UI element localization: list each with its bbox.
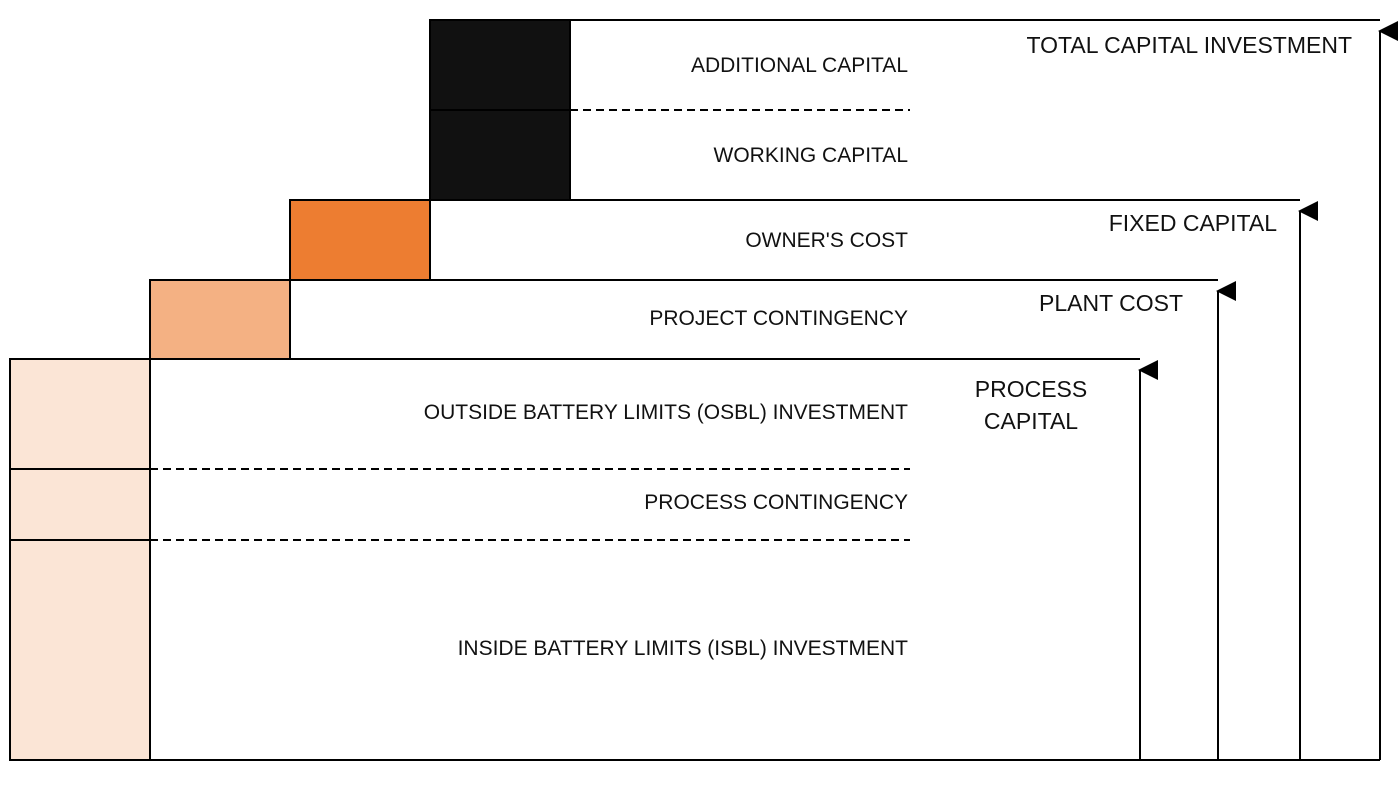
additional-capital-block	[429, 19, 571, 111]
process-capital-label-line1: PROCESS	[975, 376, 1087, 402]
isbl-block	[9, 539, 151, 761]
owners-cost-block	[289, 199, 431, 281]
osbl-block	[9, 358, 151, 470]
process-contingency-block	[9, 468, 151, 541]
total-capital-investment-label: TOTAL CAPITAL INVESTMENT	[1027, 32, 1352, 58]
process-contingency-label: PROCESS CONTINGENCY	[644, 491, 908, 514]
fixed-capital-label: FIXED CAPITAL	[1109, 210, 1277, 236]
additional-capital-label: ADDITIONAL CAPITAL	[691, 54, 908, 77]
osbl-investment-label: OUTSIDE BATTERY LIMITS (OSBL) INVESTMENT	[424, 401, 908, 424]
working-capital-block	[429, 109, 571, 201]
project-contingency-block	[149, 279, 291, 360]
process-capital-label-line2: CAPITAL	[984, 408, 1078, 434]
plant-cost-label: PLANT COST	[1039, 290, 1183, 316]
working-capital-label: WORKING CAPITAL	[714, 144, 908, 167]
isbl-investment-label: INSIDE BATTERY LIMITS (ISBL) INVESTMENT	[458, 637, 909, 660]
owners-cost-label: OWNER'S COST	[745, 229, 908, 252]
project-contingency-label: PROJECT CONTINGENCY	[649, 307, 908, 330]
